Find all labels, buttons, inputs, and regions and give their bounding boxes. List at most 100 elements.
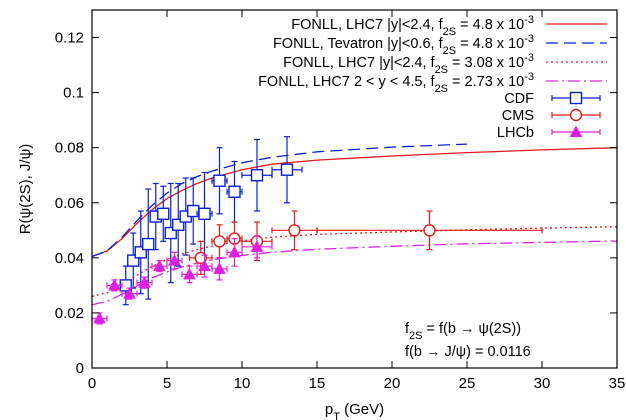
triangle-marker [569, 125, 583, 137]
lhcb-point [166, 251, 183, 270]
triangle-marker [168, 254, 181, 266]
x-axis-label: pT (GeV) [325, 401, 384, 420]
legend-entry-cdf: CDF [504, 91, 534, 107]
square-marker [198, 207, 211, 220]
legend-swatch-lhcb [551, 125, 601, 137]
legend-entry-3: FONLL, LHC7 |y|<2.4, f2S = 3.08 x 10-3 [283, 52, 534, 76]
cdf-point [142, 188, 155, 300]
square-marker [250, 169, 264, 182]
cdf-point [179, 177, 192, 256]
circle-marker [288, 224, 301, 237]
triangle-marker [228, 245, 241, 258]
square-marker [172, 218, 185, 232]
y-tick-label: 0.08 [55, 140, 84, 157]
y-tick-label: 0.04 [55, 250, 84, 267]
legend-text-sup: -3 [524, 33, 534, 45]
x-tick-label: 15 [309, 375, 326, 392]
lhcb-point [181, 265, 198, 284]
legend-text-sup: -3 [524, 14, 534, 26]
legend-text-sub: 2S [443, 26, 456, 38]
lhcb-point [121, 287, 138, 300]
legend-text-main: FONLL, LHC7 |y|<2.4, f [283, 55, 435, 71]
cms-point [316, 210, 543, 251]
cdf-point [127, 232, 140, 289]
legend-text-sub: 2S [443, 45, 456, 57]
x-tick-label: 25 [459, 375, 476, 392]
annotation-main: f [405, 321, 410, 337]
plot-frame [91, 9, 618, 369]
lhcb-point [196, 254, 213, 278]
legend-text-mid: = 4.8 x 10 [456, 17, 524, 33]
cdf-point [172, 182, 185, 267]
y-tick-label: 0.02 [55, 305, 84, 322]
square-marker [280, 163, 294, 176]
square-marker [213, 174, 226, 187]
cdf-point [241, 138, 273, 212]
triangle-marker [153, 259, 166, 272]
lhcb-point [211, 257, 228, 281]
lhcb-point [106, 278, 123, 292]
legend-swatch-cms [551, 108, 601, 122]
legend: FONLL, LHC7 |y|<2.4, f2S = 4.8 x 10-3FON… [258, 14, 607, 141]
y-tick-label: 0.1 [63, 85, 84, 102]
x-axis-label-unit: (GeV) [340, 401, 384, 418]
triangle-marker [108, 278, 121, 291]
y-tick-label: 0.12 [55, 30, 84, 47]
legend-text-main: FONLL, LHC7 |y|<2.4, f [291, 17, 443, 33]
y-tick-label: 0 [76, 360, 84, 377]
x-tick-label: 5 [163, 375, 171, 392]
square-marker [127, 254, 140, 267]
x-tick-label: 10 [234, 375, 251, 392]
y-axis-label: R(ψ(2S), J/ψ) [17, 144, 34, 235]
square-marker [569, 91, 583, 105]
lhcb-point [136, 276, 153, 289]
cdf-point [164, 182, 177, 284]
legend-text-mid: = 2.73 x 10 [448, 74, 524, 90]
cdf-point [271, 136, 303, 204]
triangle-marker [213, 262, 226, 274]
annotation-2: f(b → J/ψ) = 0.0116 [405, 344, 531, 360]
legend-text-sup: -3 [524, 71, 534, 83]
square-marker [164, 226, 177, 240]
data-points [91, 136, 543, 325]
cdf-point [211, 147, 228, 215]
legend-text-main: FONLL, LHC7 2 < y < 4.5, f [258, 74, 435, 90]
lhcb-point [226, 237, 243, 267]
triangle-marker [138, 276, 151, 288]
legend-swatch-cdf [551, 91, 601, 105]
cdf-point [134, 210, 147, 295]
curve-2 [91, 143, 468, 258]
series-lhcb [91, 235, 273, 325]
legend-text-sub: 2S [435, 64, 448, 76]
square-marker [134, 246, 147, 259]
square-marker [157, 207, 170, 220]
triangle-marker [123, 287, 136, 299]
triangle-marker [198, 259, 211, 272]
lhcb-point [241, 235, 273, 259]
legend-entry-lhcb: LHCb [497, 125, 534, 141]
annotations: f2S = f(b → ψ(2S)) f(b → J/ψ) = 0.0116 [405, 321, 531, 360]
legend-entry-4: FONLL, LHC7 2 < y < 4.5, f2S = 2.73 x 10… [258, 71, 534, 95]
x-tick-label: 30 [534, 375, 551, 392]
x-tick-label: 35 [609, 375, 626, 392]
triangle-marker [250, 240, 264, 252]
x-axis-label-sub: T [333, 411, 340, 420]
circle-marker [213, 235, 226, 248]
circle-marker [423, 224, 436, 237]
x-tick-label: 0 [88, 375, 96, 392]
legend-text-mid: = 4.8 x 10 [456, 36, 524, 52]
cdf-point [157, 185, 170, 242]
circle-marker [569, 108, 583, 122]
legend-text-sub: 2S [435, 83, 448, 95]
lhcb-point [151, 259, 168, 273]
square-marker [228, 185, 241, 198]
annotation-1: f2S = f(b → ψ(2S)) [405, 321, 521, 342]
square-marker [142, 237, 155, 251]
series-cdf [119, 136, 303, 306]
triangle-marker [183, 267, 196, 280]
cdf-point [226, 160, 243, 223]
triangle-marker [93, 311, 106, 324]
annotation-main: f(b → J/ψ) = 0.0116 [405, 344, 531, 360]
